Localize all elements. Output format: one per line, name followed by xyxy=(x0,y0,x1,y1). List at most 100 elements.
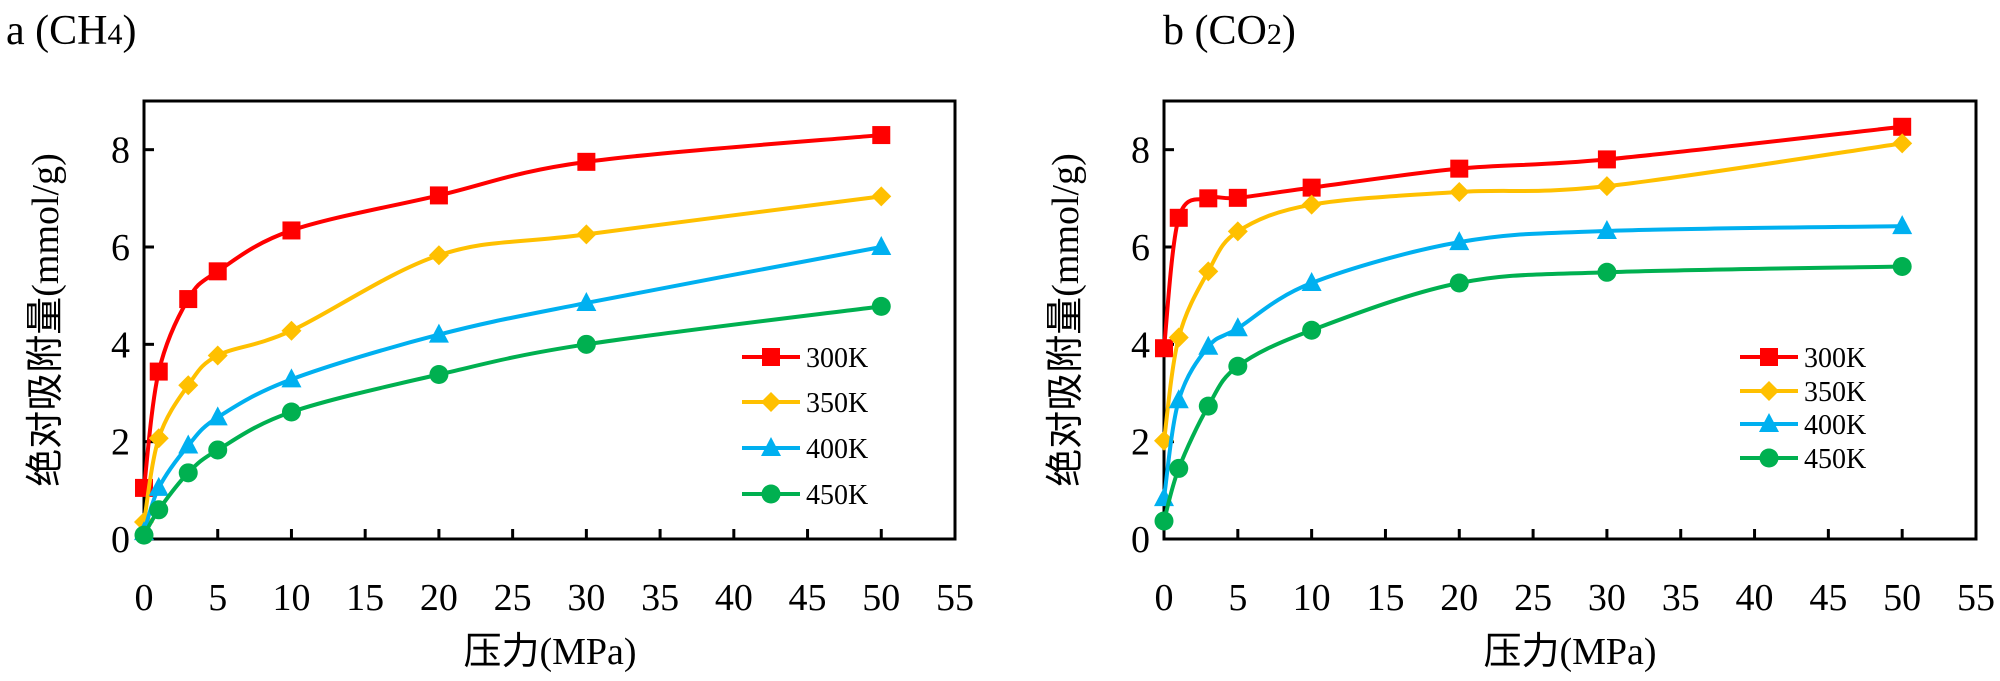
data-point-450K xyxy=(208,440,228,460)
legend-label: 300K xyxy=(806,343,868,374)
y-tick-label: 6 xyxy=(111,227,130,269)
data-point-350K xyxy=(871,186,892,207)
legend-label: 400K xyxy=(1804,410,1866,441)
x-tick-label: 45 xyxy=(1809,577,1847,619)
data-point-400K xyxy=(207,406,228,426)
data-point-450K xyxy=(1228,356,1248,376)
data-point-300K xyxy=(1450,159,1469,178)
x-tick-label: 20 xyxy=(420,577,458,619)
data-point-450K xyxy=(1169,458,1189,478)
data-point-450K xyxy=(134,525,154,545)
legend-label: 300K xyxy=(1804,343,1866,374)
x-tick-label: 30 xyxy=(567,577,605,619)
series-300K xyxy=(1155,117,1912,358)
series-line-450K xyxy=(142,304,884,538)
data-point-450K xyxy=(576,334,596,354)
x-tick-label: 15 xyxy=(1366,577,1404,619)
panel-a-title: a (CH4) xyxy=(6,8,136,54)
x-tick-label: 20 xyxy=(1440,577,1478,619)
panel-a-x-axis-title: 压力(MPa) xyxy=(463,631,636,673)
data-point-400K xyxy=(281,368,302,388)
data-point-300K xyxy=(1302,178,1321,197)
x-tick-label: 5 xyxy=(1228,577,1247,619)
legend-item-350K: 350K xyxy=(1740,377,1866,408)
x-tick-label: 45 xyxy=(789,577,827,619)
x-tick-label: 0 xyxy=(1155,577,1174,619)
y-tick-label: 8 xyxy=(1131,130,1150,172)
data-point-400K xyxy=(148,476,169,496)
data-point-300K xyxy=(1228,188,1247,207)
x-tick-label: 10 xyxy=(272,577,310,619)
series-300K xyxy=(135,126,891,497)
x-tick-label: 30 xyxy=(1588,577,1626,619)
data-point-400K xyxy=(428,323,449,343)
legend-item-350K: 350K xyxy=(742,388,868,419)
x-tick-label: 40 xyxy=(1736,577,1774,619)
data-point-350K xyxy=(281,320,302,341)
legend-label: 400K xyxy=(806,434,868,465)
legend-marker xyxy=(761,484,781,504)
y-tick-label: 6 xyxy=(1131,227,1150,269)
x-tick-label: 50 xyxy=(1883,577,1921,619)
data-point-300K xyxy=(872,126,891,145)
legend-label: 350K xyxy=(1804,377,1866,408)
legend-label: 450K xyxy=(806,480,868,511)
panel-b: b (CO2) 0 5 10 15 20 25 30 35 40 45 50 55 0 2 4 6 8 300K3… xyxy=(1045,8,1995,673)
legend-label: 450K xyxy=(1804,444,1866,475)
legend-item-300K: 300K xyxy=(1740,343,1866,374)
data-point-450K xyxy=(1198,396,1218,416)
data-point-400K xyxy=(871,236,892,255)
series-350K xyxy=(1154,133,1913,451)
series-350K xyxy=(134,186,892,532)
legend-marker xyxy=(1759,413,1779,432)
data-point-400K xyxy=(1892,215,1913,235)
data-point-450K xyxy=(1597,262,1617,282)
plot-frame xyxy=(1162,99,1978,541)
x-tick-label: 35 xyxy=(1662,577,1700,619)
y-tick-label: 4 xyxy=(1131,324,1150,366)
data-point-350K xyxy=(178,375,199,396)
series-450K xyxy=(134,296,891,545)
data-point-400K xyxy=(576,291,597,311)
series-450K xyxy=(1154,256,1912,531)
panel-b-y-axis-title: 绝对吸附量(mmol/g) xyxy=(1045,153,1087,487)
x-tick-label: 5 xyxy=(208,577,227,619)
y-tick-label: 2 xyxy=(111,422,130,464)
data-point-350K xyxy=(1168,327,1189,348)
x-tick-label: 25 xyxy=(1514,577,1552,619)
y-tick-label: 2 xyxy=(1131,422,1150,464)
series-line-300K xyxy=(142,133,884,490)
legend-marker xyxy=(1760,348,1778,366)
data-point-300K xyxy=(149,362,168,381)
x-tick-label: 35 xyxy=(641,577,679,619)
data-point-400K xyxy=(1227,317,1248,337)
panel-b-plot-area: 0 5 10 15 20 25 30 35 40 45 50 55 0 2 4 6 8 300K350K400K4… xyxy=(1131,99,1995,619)
series-line-350K xyxy=(1162,141,1905,443)
panel-a-plot-area: 0 5 10 15 20 25 30 35 40 45 50 55 0 2 4 6 8 300K 350K 400K 4… xyxy=(111,99,974,619)
x-tick-label: 0 xyxy=(135,577,154,619)
legend-item-450K: 450K xyxy=(742,480,868,511)
data-point-350K xyxy=(428,245,449,266)
data-point-400K xyxy=(1301,272,1322,292)
data-point-300K xyxy=(1199,189,1218,208)
legend-item-300K: 300K xyxy=(742,343,868,374)
legend-marker xyxy=(761,392,781,412)
data-point-350K xyxy=(1227,221,1248,242)
data-point-400K xyxy=(1596,219,1617,239)
series-400K xyxy=(1154,215,1913,507)
data-point-450K xyxy=(871,296,891,316)
data-point-400K xyxy=(1168,389,1189,409)
data-point-350K xyxy=(1892,133,1913,154)
data-point-400K xyxy=(1198,335,1219,355)
data-point-450K xyxy=(1892,256,1912,276)
panel-b-x-axis-title: 压力(MPa) xyxy=(1483,631,1656,673)
data-point-300K xyxy=(1597,150,1616,169)
series-400K xyxy=(134,236,892,541)
data-point-300K xyxy=(282,221,301,240)
data-point-300K xyxy=(577,152,596,171)
data-point-350K xyxy=(1596,176,1617,197)
x-tick-label: 55 xyxy=(936,577,974,619)
data-point-350K xyxy=(148,428,169,449)
data-point-350K xyxy=(207,345,228,366)
